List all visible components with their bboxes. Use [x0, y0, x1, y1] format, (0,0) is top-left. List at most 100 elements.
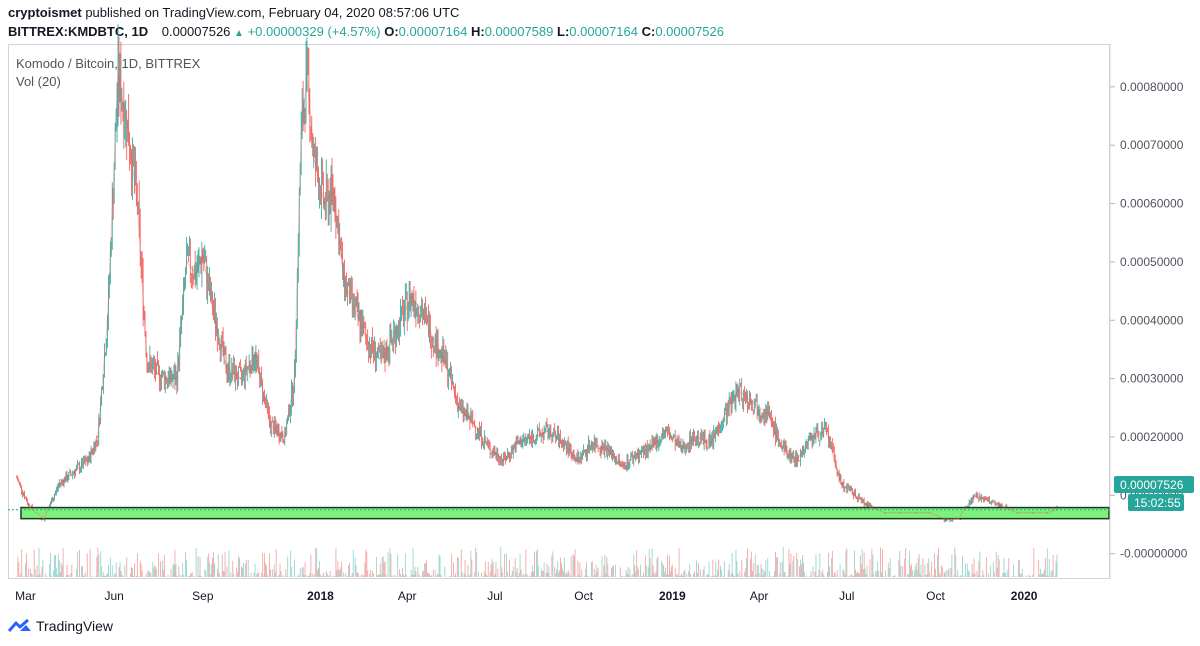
volume-layer: [16, 547, 1058, 577]
open-label: O:: [384, 24, 399, 39]
volume-bar: [309, 572, 311, 577]
volume-bar: [917, 558, 919, 577]
volume-bar: [941, 567, 943, 577]
volume-bar: [663, 565, 665, 577]
volume-bar: [655, 571, 657, 577]
price-point: [606, 448, 608, 450]
volume-bar: [483, 571, 485, 577]
volume-bar: [256, 573, 258, 577]
price-point: [987, 500, 990, 502]
price-point: [225, 366, 227, 368]
volume-bar: [333, 575, 335, 577]
volume-bar: [936, 555, 938, 577]
volume-bar: [676, 573, 678, 577]
volume-bar: [585, 569, 587, 577]
volume-bar: [262, 552, 264, 577]
volume-bar: [243, 576, 245, 577]
volume-bar: [319, 561, 320, 577]
symbol-label: BITTREX:KMDBTC, 1D: [8, 24, 149, 39]
volume-bar: [739, 571, 741, 577]
volume-bar: [17, 556, 19, 577]
price-point: [884, 512, 886, 514]
volume-bar: [790, 553, 792, 577]
volume-bar: [966, 563, 968, 577]
volume-bar: [865, 574, 867, 577]
volume-bar: [359, 575, 361, 577]
volume-bar: [909, 565, 911, 577]
price-point: [503, 459, 505, 461]
price-point: [87, 459, 89, 461]
price-point: [458, 407, 460, 409]
volume-bar: [1021, 568, 1023, 577]
volume-bar: [995, 551, 997, 577]
volume-bar: [464, 559, 466, 577]
volume-bar: [971, 563, 973, 577]
volume-bar: [1003, 558, 1005, 577]
volume-bar: [435, 576, 437, 577]
volume-bar: [878, 570, 880, 577]
volume-bar: [509, 576, 511, 577]
price-point: [333, 191, 335, 193]
volume-bar: [46, 576, 48, 577]
volume-bar: [510, 575, 512, 577]
volume-bar: [83, 575, 85, 577]
volume-bar: [674, 567, 676, 577]
volume-bar: [746, 558, 748, 577]
volume-bar: [134, 563, 135, 577]
volume-bar: [421, 576, 423, 577]
volume-bar: [916, 570, 918, 577]
price-point: [562, 442, 564, 444]
volume-bar: [957, 570, 959, 577]
volume-bar: [23, 576, 25, 577]
volume-bar: [967, 570, 969, 577]
volume-bar: [596, 571, 598, 577]
volume-bar: [205, 570, 207, 577]
price-point: [577, 459, 579, 461]
volume-bar: [802, 562, 804, 577]
volume-bar: [717, 569, 719, 577]
volume-bar: [1052, 554, 1054, 577]
volume-bar: [376, 575, 378, 577]
volume-bar: [612, 566, 614, 577]
volume-bar: [839, 563, 841, 577]
volume-bar: [857, 572, 859, 577]
volume-bar: [356, 572, 358, 577]
volume-bar: [1032, 574, 1034, 577]
volume-bar: [626, 573, 628, 577]
volume-bar: [943, 571, 945, 577]
volume-bar: [395, 575, 397, 577]
volume-bar: [998, 559, 1000, 577]
volume-bar: [281, 576, 283, 577]
volume-bar: [564, 574, 566, 577]
volume-bar: [972, 573, 974, 577]
volume-bar: [383, 562, 385, 577]
volume-bar: [824, 576, 826, 577]
author-name[interactable]: cryptoismet: [8, 5, 82, 20]
support-zone[interactable]: [20, 506, 1110, 520]
volume-bar: [851, 574, 853, 577]
volume-bar: [699, 569, 701, 577]
volume-bar: [438, 554, 440, 577]
volume-bar: [781, 561, 783, 577]
volume-bar: [482, 575, 484, 577]
footer-brand[interactable]: TradingView: [8, 618, 113, 634]
volume-bar: [320, 574, 321, 577]
volume-bar: [707, 574, 709, 577]
volume-bar: [702, 569, 704, 577]
volume-bar: [597, 567, 599, 577]
volume-bar: [883, 576, 884, 577]
volume-bar: [522, 573, 524, 577]
volume-bar: [982, 570, 984, 577]
volume-bar: [615, 565, 616, 577]
price-badge-value: 0.00007526: [1120, 478, 1184, 492]
chart-legend-title[interactable]: Komodo / Bitcoin, 1D, BITTREX: [16, 56, 201, 71]
volume-bar: [324, 575, 326, 577]
volume-bar: [818, 569, 820, 577]
volume-bar: [382, 556, 384, 577]
volume-bar: [661, 560, 663, 577]
price-point: [380, 360, 382, 362]
volume-legend[interactable]: Vol (20): [16, 74, 61, 89]
volume-bar: [523, 574, 525, 577]
price-point: [16, 477, 18, 479]
